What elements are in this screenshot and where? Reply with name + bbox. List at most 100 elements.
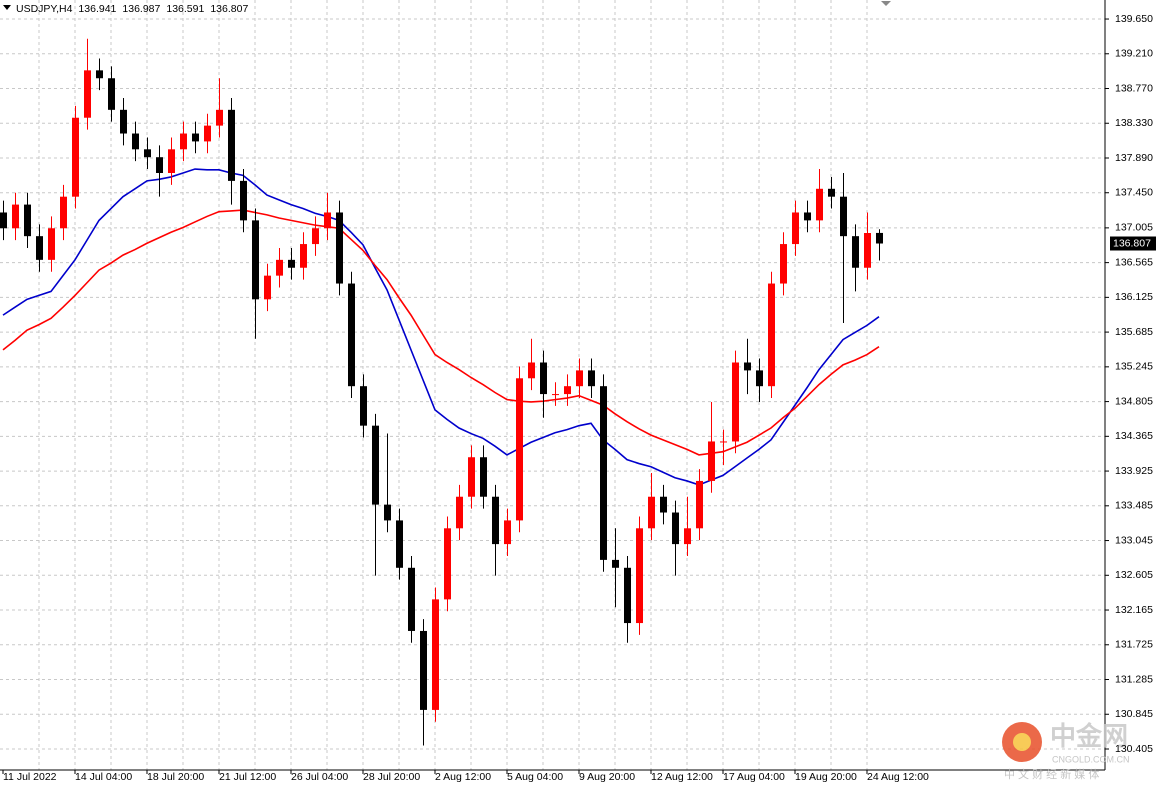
candle-body xyxy=(360,386,367,426)
candle-body xyxy=(624,567,631,624)
header-symbol: USDJPY,H4 xyxy=(16,3,73,15)
candle-body xyxy=(60,196,67,229)
watermark-brand: 中金网 xyxy=(1050,721,1128,751)
y-tick-label: 131.725 xyxy=(1115,639,1153,651)
candle-body xyxy=(684,528,691,545)
candle-body xyxy=(228,109,235,181)
header-low: 136.591 xyxy=(166,3,204,15)
candle-body xyxy=(732,362,739,442)
header-high: 136.987 xyxy=(122,3,160,15)
candle-body xyxy=(492,496,499,545)
candle-body xyxy=(180,133,187,150)
candle-body xyxy=(864,233,871,268)
candle-body xyxy=(444,528,451,600)
candle-body xyxy=(720,441,727,443)
grid-layer xyxy=(0,0,1105,770)
candle-body xyxy=(840,196,847,237)
y-tick-label: 135.685 xyxy=(1115,326,1153,338)
candle-body xyxy=(696,480,703,529)
watermark-slogan: 中 文 财 经 新 媒 体 xyxy=(1004,767,1099,781)
candle-body xyxy=(804,212,811,221)
candle-body xyxy=(96,70,103,79)
watermark-logo-inner xyxy=(1013,733,1031,751)
candle-body xyxy=(780,244,787,284)
y-tick-label: 132.605 xyxy=(1115,569,1153,581)
last-price-label: 136.807 xyxy=(1113,237,1151,249)
candle-body xyxy=(420,630,427,710)
y-tick-label: 136.125 xyxy=(1115,291,1153,303)
y-tick-label: 139.650 xyxy=(1115,13,1153,25)
candle-body xyxy=(408,567,415,631)
candle-body xyxy=(588,370,595,387)
candle-body xyxy=(756,370,763,387)
candle-body xyxy=(552,394,559,396)
x-tick-label: 2 Aug 12:00 xyxy=(435,771,491,783)
y-tick-label: 134.805 xyxy=(1115,395,1153,407)
candle-body xyxy=(288,259,295,268)
candle-body xyxy=(0,212,7,229)
x-tick-label: 19 Aug 20:00 xyxy=(795,771,857,783)
moving-average xyxy=(2,209,880,456)
candle-body xyxy=(828,188,835,197)
candle-body xyxy=(204,125,211,142)
candle-body xyxy=(660,496,667,513)
y-tick-label: 137.890 xyxy=(1115,152,1153,164)
candle-body xyxy=(396,520,403,568)
candle-body xyxy=(324,212,331,229)
candle-body xyxy=(84,70,91,118)
watermark: 中金网 CNGOLD.COM.CN 中 文 财 经 新 媒 体 xyxy=(1002,721,1130,781)
y-tick-label: 138.770 xyxy=(1115,82,1153,94)
candle-body xyxy=(480,457,487,497)
candle-body xyxy=(852,236,859,268)
y-tick-label: 130.405 xyxy=(1115,743,1153,755)
candle-body xyxy=(516,378,523,521)
candle-body xyxy=(576,370,583,387)
x-tick-label: 11 Jul 2022 xyxy=(3,771,57,783)
x-tick-label: 21 Jul 12:00 xyxy=(219,771,276,783)
candle-body xyxy=(648,496,655,529)
y-tick-label: 131.285 xyxy=(1115,673,1153,685)
x-tick-label: 26 Jul 04:00 xyxy=(291,771,348,783)
y-tick-label: 139.210 xyxy=(1115,48,1153,60)
candle-body xyxy=(336,212,343,284)
candle-body xyxy=(348,283,355,387)
shift-marker xyxy=(881,1,891,6)
y-tick-label: 133.925 xyxy=(1115,465,1153,477)
candle-body xyxy=(168,149,175,173)
candle-body xyxy=(768,283,775,387)
candle-body xyxy=(192,133,199,142)
candle-body xyxy=(72,117,79,197)
candle-body xyxy=(216,109,223,126)
y-tick-label: 137.005 xyxy=(1115,222,1153,234)
x-tick-label: 17 Aug 04:00 xyxy=(723,771,785,783)
candle-body xyxy=(264,275,271,300)
y-tick-label: 134.365 xyxy=(1115,430,1153,442)
candle-body xyxy=(456,496,463,529)
header-marker xyxy=(3,5,11,10)
marks-layer xyxy=(0,38,883,746)
header-close: 136.807 xyxy=(210,3,248,15)
candle-body xyxy=(432,599,439,710)
header: USDJPY,H4 136.941 136.987 136.591 136.807 xyxy=(16,3,248,15)
candle-body xyxy=(504,520,511,545)
candle-body xyxy=(252,220,259,300)
candle-body xyxy=(468,457,475,497)
candle-body xyxy=(120,109,127,134)
last-price-tag xyxy=(1110,236,1156,251)
candle-body xyxy=(300,244,307,268)
candle-body xyxy=(564,386,571,395)
candle-body xyxy=(612,559,619,568)
header-open: 136.941 xyxy=(78,3,116,15)
y-tick-label: 130.845 xyxy=(1115,708,1153,720)
candle-body xyxy=(792,212,799,245)
watermark-site: CNGOLD.COM.CN xyxy=(1052,754,1130,764)
candle-body xyxy=(372,425,379,505)
y-tick-label: 138.330 xyxy=(1115,117,1153,129)
candle-body xyxy=(108,78,115,110)
y-tick-label: 132.165 xyxy=(1115,604,1153,616)
x-tick-label: 5 Aug 04:00 xyxy=(507,771,563,783)
x-tick-label: 14 Jul 04:00 xyxy=(75,771,132,783)
y-tick-label: 133.485 xyxy=(1115,500,1153,512)
candle-body xyxy=(12,204,19,229)
candle-body xyxy=(24,204,31,237)
